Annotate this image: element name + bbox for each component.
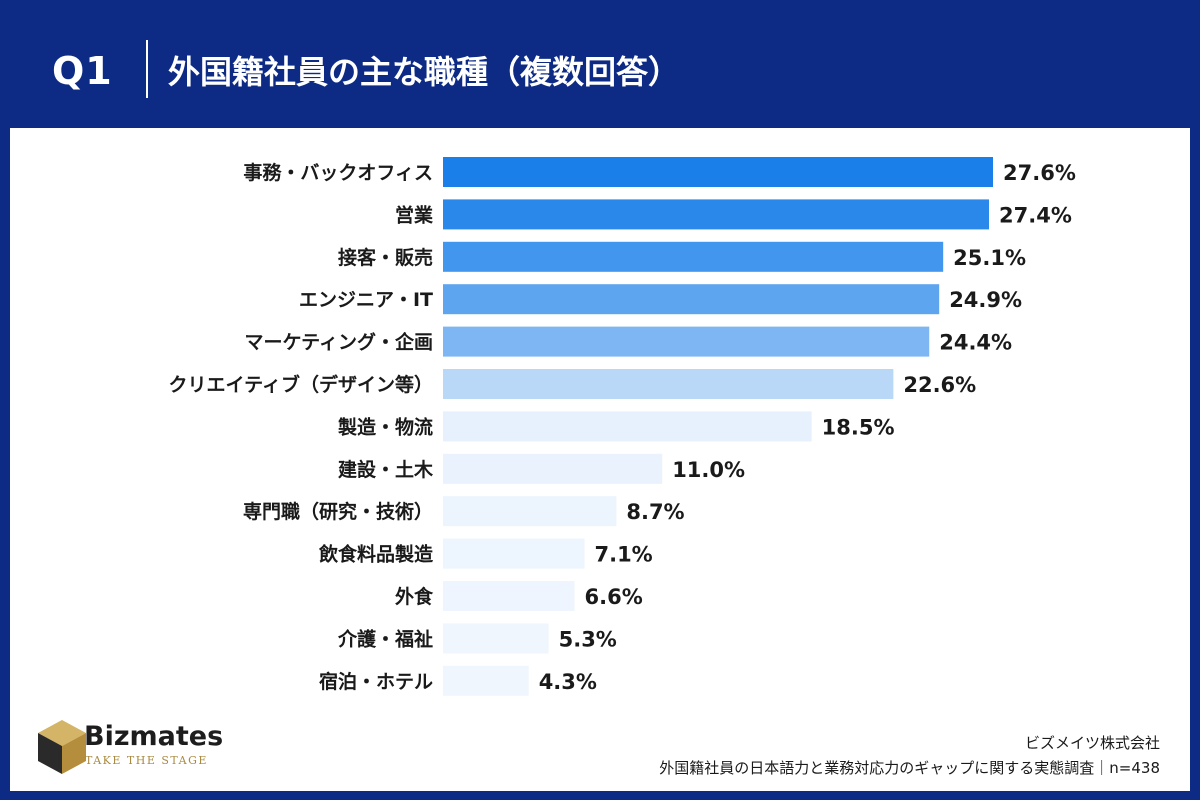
value-label: 18.5% [822,415,895,439]
chart-panel: 事務・バックオフィス 27.6% 営業 27.4% 接客・販売 25.1% エンジニア・IT… [10,128,1190,791]
brand-name: Bizmates [84,721,224,752]
value-label: 11.0% [672,458,745,482]
value-label: 27.6% [1003,161,1076,185]
bar [443,665,529,696]
bar [443,369,894,399]
bar [443,199,990,230]
value-label: 8.7% [626,500,684,524]
value-label: 6.6% [585,585,643,609]
value-label: 24.9% [949,288,1022,312]
brand-tagline: TAKE THE STAGE [85,754,208,767]
category-label: 建設・土木 [338,458,434,481]
category-label: 事務・バックオフィス [243,161,433,184]
category-label: マーケティング・企画 [245,331,433,354]
value-label: 22.6% [903,373,976,397]
category-label: 営業 [395,203,434,226]
bar [443,157,993,187]
category-label: 接客・販売 [338,246,433,269]
header-divider [146,40,148,98]
category-label: 専門職（研究・技術） [243,500,433,523]
value-label: 27.4% [999,203,1072,227]
bar-chart: 事務・バックオフィス 27.6% 営業 27.4% 接客・販売 25.1% エンジニア・IT… [169,157,1076,696]
bar [443,241,944,272]
question-number: Q1 [52,49,113,93]
category-label: 外食 [395,585,434,608]
bar [443,411,812,442]
category-label: 宿泊・ホテル [319,670,433,693]
bar [443,538,585,569]
survey-note: 外国籍社員の日本語力と業務対応力のギャップに関する実態調査｜n=438 [659,759,1160,777]
value-label: 25.1% [953,246,1026,270]
category-label: 製造・物流 [337,415,433,438]
bar [443,623,549,654]
bizmates-logo-icon [38,720,86,774]
company-name: ビズメイツ株式会社 [1024,734,1160,752]
category-label: 介護・福祉 [337,627,433,650]
bar [443,284,940,315]
value-label: 5.3% [559,627,617,651]
category-label: エンジニア・IT [299,289,433,311]
chart-title: 外国籍社員の主な職種（複数回答） [168,53,681,91]
value-label: 24.4% [939,331,1012,355]
value-label: 4.3% [539,670,597,694]
bar [443,496,617,527]
category-label: クリエイティブ（デザイン等） [169,373,433,396]
header: Q1 外国籍社員の主な職種（複数回答） [0,0,1200,128]
bar [443,581,575,611]
bar [443,326,930,357]
bar [443,453,663,484]
value-label: 7.1% [594,543,652,567]
category-label: 飲食料品製造 [318,543,434,566]
